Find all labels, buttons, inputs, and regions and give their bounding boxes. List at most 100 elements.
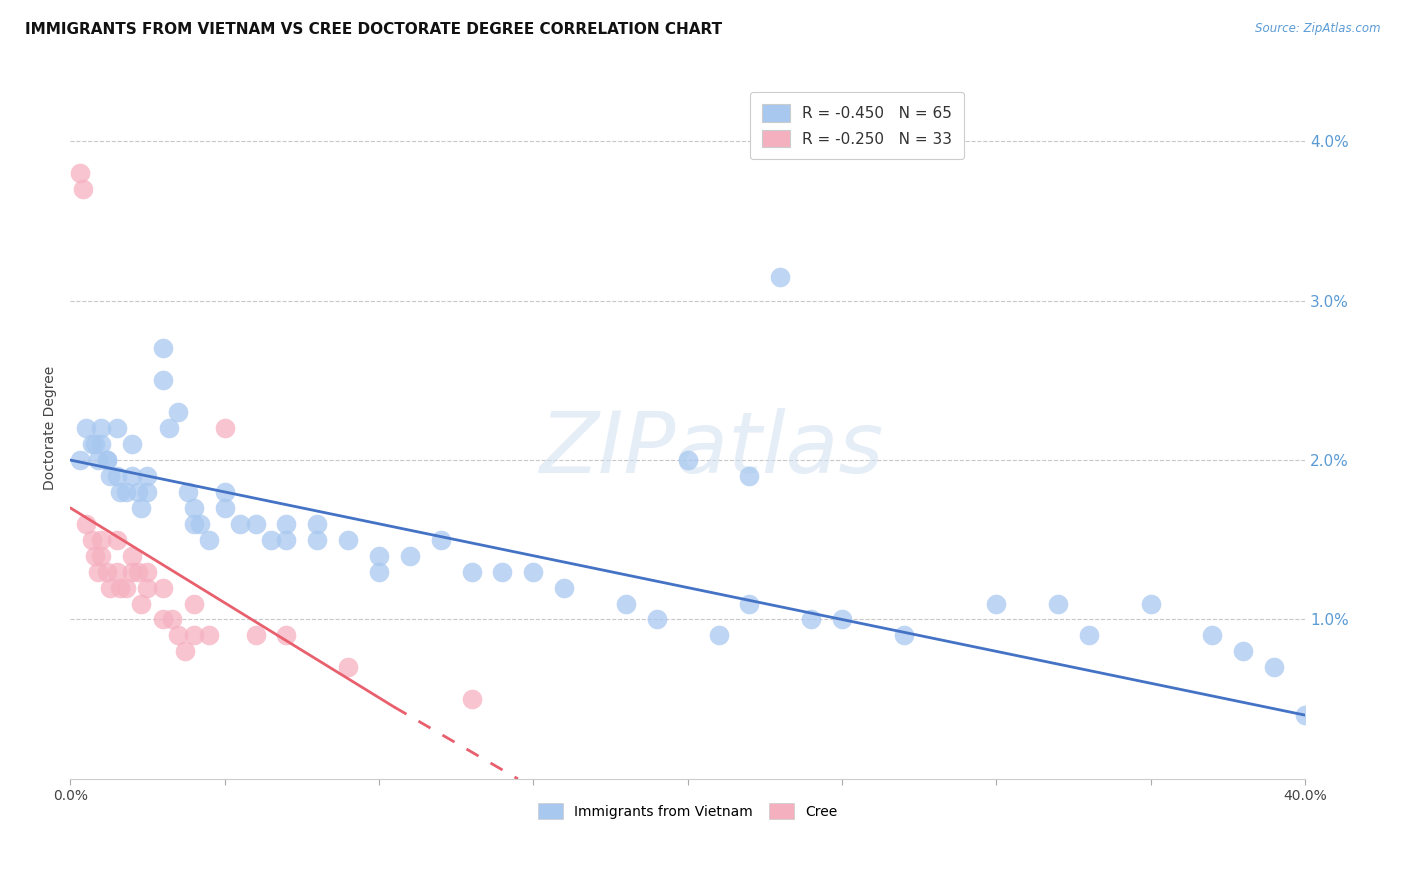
Point — [90, 549, 112, 563]
Point — [90, 533, 112, 547]
Point — [80, 533, 103, 547]
Point — [276, 533, 298, 547]
Point — [75, 516, 97, 531]
Point — [307, 533, 329, 547]
Point — [1263, 660, 1285, 674]
Point — [1078, 628, 1101, 642]
Point — [152, 612, 174, 626]
Point — [108, 581, 131, 595]
Point — [108, 485, 131, 500]
Point — [893, 628, 915, 642]
Point — [491, 565, 513, 579]
Point — [307, 516, 329, 531]
Legend: Immigrants from Vietnam, Cree: Immigrants from Vietnam, Cree — [533, 797, 844, 824]
Point — [553, 581, 575, 595]
Point — [738, 469, 761, 483]
Point — [368, 565, 391, 579]
Point — [1232, 644, 1254, 658]
Point — [986, 597, 1008, 611]
Point — [188, 516, 211, 531]
Point — [160, 612, 183, 626]
Point — [245, 516, 267, 531]
Point — [100, 469, 122, 483]
Point — [337, 533, 360, 547]
Point — [136, 485, 159, 500]
Point — [136, 469, 159, 483]
Point — [84, 437, 107, 451]
Point — [90, 437, 112, 451]
Point — [96, 453, 118, 467]
Point — [105, 565, 128, 579]
Point — [276, 516, 298, 531]
Point — [80, 437, 103, 451]
Point — [769, 269, 792, 284]
Point — [96, 453, 118, 467]
Point — [245, 628, 267, 642]
Point — [127, 485, 149, 500]
Point — [337, 660, 360, 674]
Point — [90, 421, 112, 435]
Point — [167, 628, 190, 642]
Point — [72, 182, 94, 196]
Point — [136, 581, 159, 595]
Point — [738, 597, 761, 611]
Point — [152, 373, 174, 387]
Point — [214, 500, 236, 515]
Point — [429, 533, 451, 547]
Text: ZIPatlas: ZIPatlas — [540, 408, 884, 491]
Point — [676, 453, 699, 467]
Point — [460, 565, 482, 579]
Point — [121, 565, 143, 579]
Point — [368, 549, 391, 563]
Point — [100, 581, 122, 595]
Point — [183, 597, 205, 611]
Point — [707, 628, 730, 642]
Point — [167, 405, 190, 419]
Point — [800, 612, 823, 626]
Point — [260, 533, 283, 547]
Point — [399, 549, 422, 563]
Point — [1201, 628, 1223, 642]
Point — [522, 565, 544, 579]
Point — [131, 500, 153, 515]
Point — [214, 485, 236, 500]
Point — [157, 421, 180, 435]
Point — [84, 549, 107, 563]
Point — [183, 500, 205, 515]
Point — [87, 453, 110, 467]
Point — [121, 549, 143, 563]
Point — [75, 421, 97, 435]
Point — [69, 453, 91, 467]
Point — [1047, 597, 1070, 611]
Point — [831, 612, 853, 626]
Point — [127, 565, 149, 579]
Point — [152, 581, 174, 595]
Point — [1294, 708, 1316, 723]
Point — [460, 692, 482, 706]
Point — [105, 533, 128, 547]
Point — [214, 421, 236, 435]
Point — [183, 628, 205, 642]
Point — [105, 469, 128, 483]
Y-axis label: Doctorate Degree: Doctorate Degree — [44, 366, 58, 491]
Point — [176, 485, 198, 500]
Point — [87, 565, 110, 579]
Point — [1139, 597, 1161, 611]
Point — [183, 516, 205, 531]
Point — [614, 597, 637, 611]
Point — [645, 612, 668, 626]
Point — [115, 485, 138, 500]
Text: Source: ZipAtlas.com: Source: ZipAtlas.com — [1256, 22, 1381, 36]
Point — [105, 421, 128, 435]
Point — [136, 565, 159, 579]
Point — [173, 644, 195, 658]
Text: IMMIGRANTS FROM VIETNAM VS CREE DOCTORATE DEGREE CORRELATION CHART: IMMIGRANTS FROM VIETNAM VS CREE DOCTORAT… — [25, 22, 723, 37]
Point — [96, 565, 118, 579]
Point — [152, 342, 174, 356]
Point — [69, 166, 91, 180]
Point — [131, 597, 153, 611]
Point — [229, 516, 252, 531]
Point — [121, 437, 143, 451]
Point — [121, 469, 143, 483]
Point — [198, 628, 221, 642]
